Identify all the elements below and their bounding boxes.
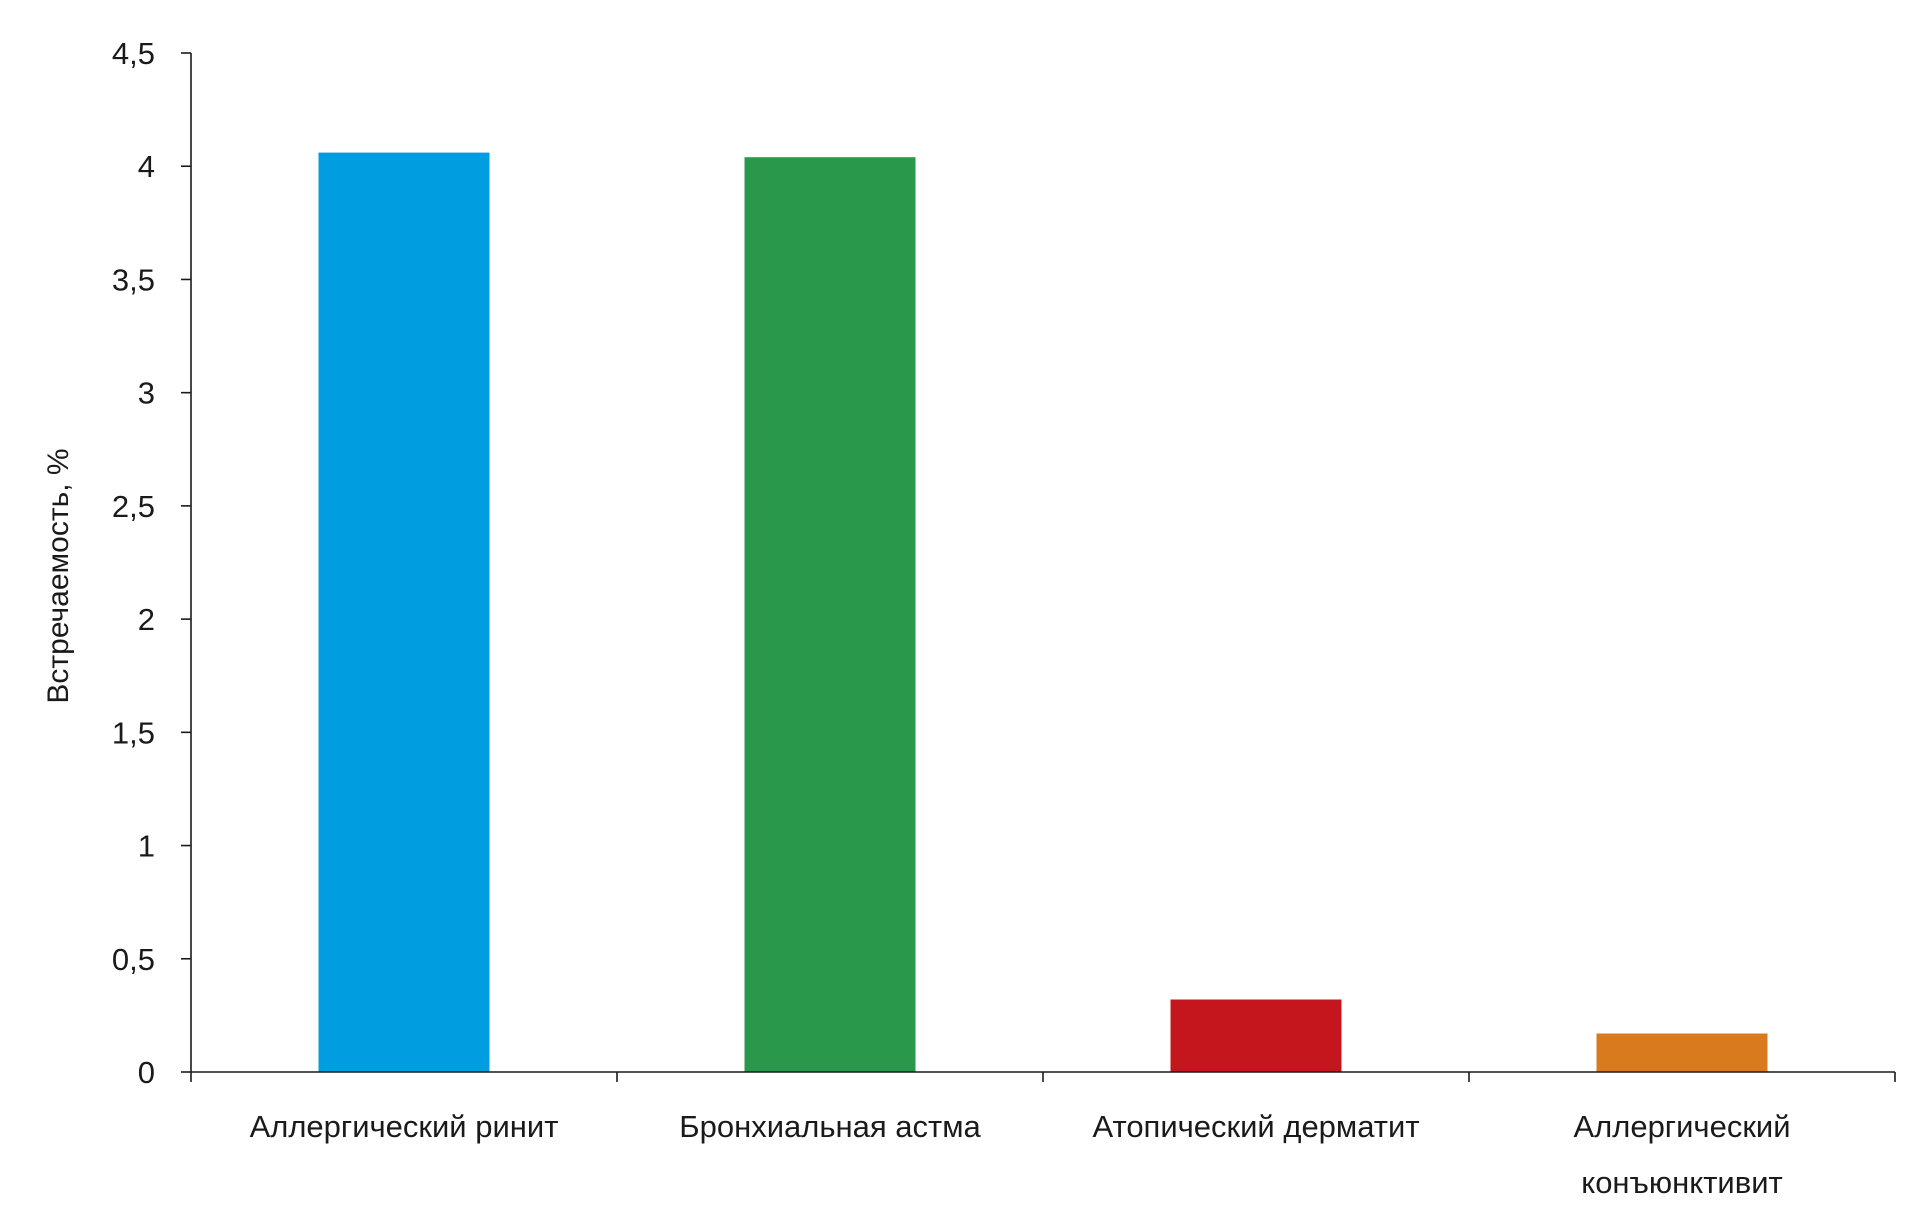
x-tick-label: Аллергический ринит (250, 1109, 559, 1144)
x-tick-label: Аллергический (1573, 1109, 1790, 1144)
y-tick-label: 4 (138, 149, 155, 184)
x-tick-label: Бронхиальная астма (679, 1109, 981, 1144)
bar (1170, 999, 1342, 1072)
bars-group (318, 152, 1768, 1073)
bar (318, 152, 490, 1073)
y-tick-label: 1 (138, 829, 155, 864)
x-axis: Аллергический ринит Бронхиальная астма Ато… (190, 1071, 1896, 1200)
bar (744, 157, 916, 1072)
y-tick-label: 4,5 (112, 36, 155, 71)
y-axis: 0 0,5 1 1,5 2 2,5 3 3,5 4 4,5 (112, 36, 192, 1090)
x-tick-label: Атопический дерматит (1092, 1109, 1419, 1144)
y-axis-title: Встречаемость, % (42, 448, 75, 703)
y-tick-label: 1,5 (112, 715, 155, 750)
y-tick-label: 2,5 (112, 489, 155, 524)
y-tick-label: 3 (138, 376, 155, 411)
y-tick-label: 0,5 (112, 942, 155, 977)
y-tick-label: 0 (138, 1055, 155, 1090)
x-tick-label: конъюнктивит (1581, 1165, 1782, 1200)
y-tick-label: 2 (138, 602, 155, 637)
y-tick-label: 3,5 (112, 262, 155, 297)
bar (1596, 1033, 1768, 1072)
